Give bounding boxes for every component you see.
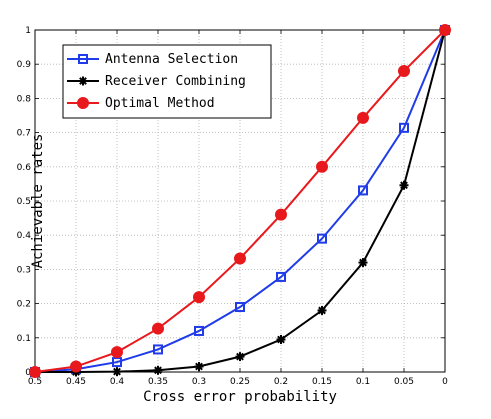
x-tick-label: 0.35 (148, 377, 168, 387)
x-tick-label: 0.4 (110, 377, 125, 387)
star-stroke (318, 306, 326, 315)
legend-label: Antenna Selection (105, 52, 238, 67)
series-group (29, 24, 451, 378)
data-point-receiver-combining (153, 365, 163, 375)
data-point-optimal-method (357, 111, 369, 124)
data-point-receiver-combining (358, 258, 368, 268)
x-tick-label: 0.45 (66, 377, 86, 387)
data-point-optimal-method (398, 65, 410, 78)
y-tick-label: 0.3 (17, 265, 31, 275)
y-tick-label: 0.4 (17, 231, 32, 241)
legend-label: Optimal Method (105, 96, 215, 111)
star-stroke (236, 352, 244, 361)
legend-label: Receiver Combining (105, 74, 246, 89)
star-stroke (400, 181, 408, 190)
y-tick-label: 0.6 (17, 163, 32, 173)
x-tick-label: 0.1 (356, 377, 370, 387)
y-tick-label: 0.7 (17, 129, 31, 139)
legend-marker (78, 54, 88, 64)
data-point-optimal-method (111, 346, 123, 359)
legend-item-optimal-method: Optimal Method (67, 96, 215, 111)
data-point-optimal-method (234, 252, 246, 265)
y-tick-label: 0.9 (17, 60, 32, 70)
series-receiver-combining (30, 25, 450, 377)
legend: Antenna Selection Receiver Combining Optim… (62, 44, 272, 119)
series-optimal-method (29, 24, 451, 378)
x-tick-label: 0.05 (394, 377, 414, 387)
data-point-antenna-selection (276, 271, 286, 282)
data-point-receiver-combining (194, 362, 204, 372)
data-point-antenna-selection (399, 122, 409, 133)
y-tick-label: 0.1 (17, 334, 31, 344)
x-tick-label: 0.3 (192, 377, 206, 387)
data-point-receiver-combining (112, 367, 122, 377)
x-tick-label: 0.5 (28, 377, 42, 387)
star-stroke (359, 258, 367, 267)
x-tick-label: 0.2 (274, 377, 288, 387)
data-point-optimal-method (193, 291, 205, 304)
y-tick-label: 0.2 (17, 300, 31, 310)
star-stroke (154, 366, 162, 375)
data-point-antenna-selection (317, 233, 327, 244)
x-tick-label: 0 (442, 377, 448, 387)
legend-item-receiver-combining: Receiver Combining (67, 74, 246, 89)
star-stroke (277, 335, 285, 344)
data-point-antenna-selection (235, 302, 245, 313)
legend-marker (77, 97, 89, 109)
data-point-optimal-method (275, 208, 287, 221)
data-point-receiver-combining (399, 180, 409, 190)
star-stroke (79, 77, 87, 85)
y-tick-label: 0.5 (17, 197, 31, 207)
star-stroke (113, 367, 121, 376)
y-axis-ticks: 0 0.1 0.2 0.3 0.4 0.5 0.6 0.7 0.8 0.9 1 (17, 26, 445, 378)
plot-frame (34, 29, 446, 373)
x-axis-label: Cross error probability (143, 389, 337, 405)
y-tick-label: 0 (25, 368, 31, 378)
data-point-receiver-combining (317, 305, 327, 315)
legend-marker (78, 76, 88, 86)
x-tick-label: 0.15 (312, 377, 332, 387)
x-tick-label: 0.25 (230, 377, 250, 387)
y-tick-label: 0.8 (17, 94, 32, 104)
data-point-optimal-method (29, 366, 41, 378)
data-point-optimal-method (70, 360, 82, 373)
data-point-optimal-method (316, 160, 328, 173)
data-point-antenna-selection (153, 344, 163, 355)
y-tick-label: 1 (25, 26, 31, 36)
legend-item-antenna-selection: Antenna Selection (67, 52, 238, 67)
y-axis-label: Achievable rates (30, 134, 46, 269)
star-stroke (195, 362, 203, 371)
data-point-antenna-selection (194, 325, 204, 336)
data-point-receiver-combining (235, 352, 245, 362)
series-line-antenna-selection (34, 29, 446, 373)
data-point-antenna-selection (358, 185, 368, 196)
data-point-optimal-method (439, 24, 451, 36)
data-point-optimal-method (152, 322, 164, 335)
data-point-receiver-combining (276, 335, 286, 345)
